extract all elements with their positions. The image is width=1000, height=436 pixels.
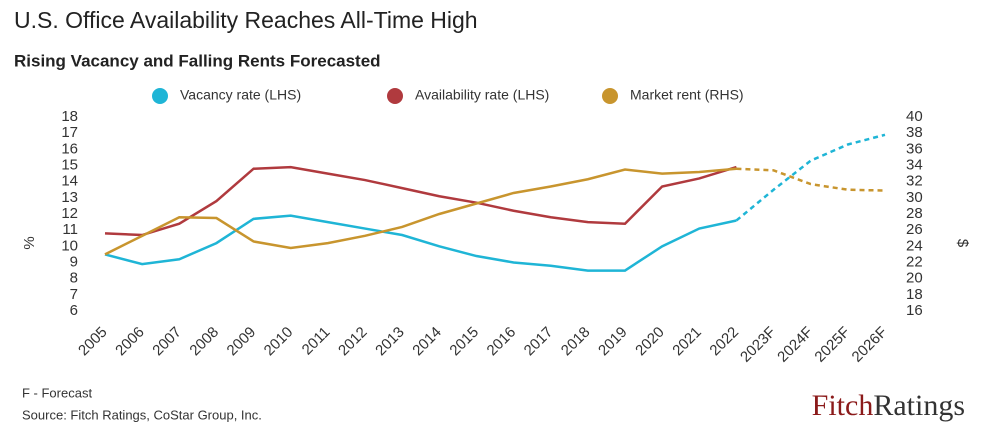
x-tick-label: 2024F bbox=[774, 324, 816, 366]
y2-tick-label: 24 bbox=[906, 237, 923, 254]
y-tick-label: 11 bbox=[62, 221, 78, 238]
series-line bbox=[104, 214, 737, 272]
x-tick-label: 2012 bbox=[335, 324, 371, 360]
x-tick-label: 2013 bbox=[372, 324, 408, 360]
y2-tick-label: 30 bbox=[906, 189, 923, 206]
footnote: F - Forecast bbox=[22, 385, 92, 400]
logo-part: Fitch bbox=[812, 389, 874, 422]
y-tick-label: 13 bbox=[61, 189, 78, 206]
x-tick-label: 2015 bbox=[446, 324, 482, 360]
x-tick-label: 2017 bbox=[521, 324, 557, 360]
y2-tick-label: 22 bbox=[906, 253, 923, 270]
x-tick-label: 2019 bbox=[595, 324, 631, 360]
x-tick-label: 2021 bbox=[669, 324, 705, 360]
y2-tick-label: 34 bbox=[906, 156, 923, 173]
x-tick-label: 2011 bbox=[299, 324, 334, 359]
x-tick-label: 2009 bbox=[224, 324, 260, 360]
y-tick-label: 14 bbox=[61, 173, 78, 190]
y2-tick-label: 18 bbox=[906, 286, 923, 303]
legend-marker bbox=[602, 88, 618, 104]
logo-part: Ratings bbox=[873, 389, 965, 422]
x-tick-label: 2005 bbox=[75, 324, 111, 360]
y-tick-label: 8 bbox=[70, 270, 78, 287]
y-tick-label: 15 bbox=[61, 156, 78, 173]
y-tick-label: 9 bbox=[70, 253, 78, 270]
legend-label: Availability rate (LHS) bbox=[415, 87, 549, 103]
x-tick-label: 2025F bbox=[811, 324, 853, 366]
chart-subtitle: Rising Vacancy and Falling Rents Forecas… bbox=[14, 51, 381, 70]
legend-marker bbox=[152, 88, 168, 104]
y2-tick-label: 40 bbox=[906, 108, 923, 125]
x-tick-label: 2020 bbox=[632, 324, 668, 360]
logo: FitchRatings bbox=[812, 389, 965, 422]
y-tick-label: 18 bbox=[61, 108, 78, 125]
x-tick-label: 2023F bbox=[737, 324, 779, 366]
x-tick-label: 2014 bbox=[409, 324, 445, 360]
x-tick-label: 2007 bbox=[149, 324, 185, 360]
y2-tick-label: 38 bbox=[906, 124, 923, 141]
y-tick-label: 6 bbox=[70, 302, 78, 319]
x-tick-label: 2026F bbox=[849, 324, 891, 366]
y-tick-label: 12 bbox=[61, 205, 78, 222]
x-tick-label: 2008 bbox=[186, 324, 222, 360]
y-tick-label: 16 bbox=[61, 140, 78, 157]
y2-tick-label: 20 bbox=[906, 270, 923, 287]
legend-label: Market rent (RHS) bbox=[630, 87, 744, 103]
source: Source: Fitch Ratings, CoStar Group, Inc… bbox=[22, 407, 262, 422]
y2-tick-label: 16 bbox=[906, 302, 923, 319]
forecast-line bbox=[736, 167, 886, 192]
y2-tick-label: 36 bbox=[906, 140, 923, 157]
y-tick-label: 7 bbox=[70, 286, 78, 303]
y2-tick-label: 32 bbox=[906, 173, 923, 190]
x-tick-label: 2006 bbox=[112, 324, 148, 360]
legend-marker bbox=[387, 88, 403, 104]
series-line bbox=[104, 165, 737, 237]
y2-axis-label: $ bbox=[954, 239, 971, 248]
series-line bbox=[104, 167, 737, 256]
x-tick-label: 2018 bbox=[558, 324, 594, 360]
y2-tick-label: 26 bbox=[906, 221, 923, 238]
x-tick-label: 2010 bbox=[261, 324, 297, 360]
forecast-line bbox=[735, 133, 886, 222]
legend-label: Vacancy rate (LHS) bbox=[180, 87, 301, 103]
x-tick-label: 2016 bbox=[484, 324, 520, 360]
y-axis-label: % bbox=[21, 236, 38, 249]
y-tick-label: 10 bbox=[61, 237, 78, 254]
y2-tick-label: 28 bbox=[906, 205, 923, 222]
chart-title: U.S. Office Availability Reaches All-Tim… bbox=[14, 7, 478, 33]
y-tick-label: 17 bbox=[61, 124, 78, 141]
